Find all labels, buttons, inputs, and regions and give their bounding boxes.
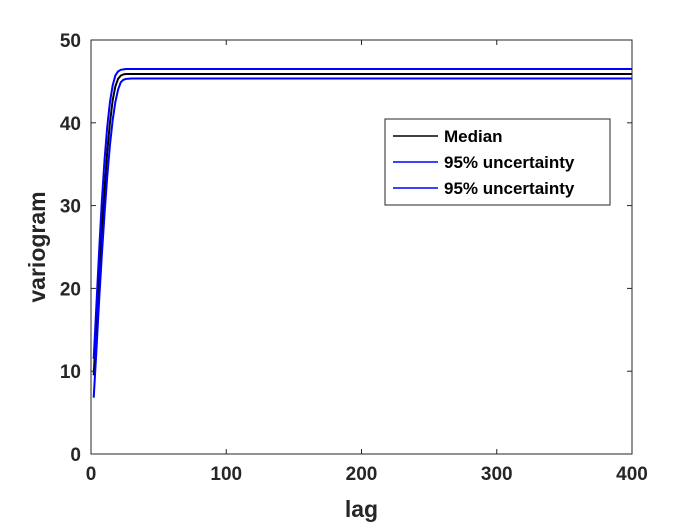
y-tick-label: 20 xyxy=(60,279,81,300)
series-layer xyxy=(92,67,632,398)
series-line-2 xyxy=(92,67,632,359)
x-tick-label: 0 xyxy=(86,464,97,485)
y-tick-label: 30 xyxy=(60,197,81,218)
x-tick-label: 300 xyxy=(481,464,513,485)
legend: Median 95% uncertainty 95% uncertainty xyxy=(384,118,611,206)
y-tick-label: 10 xyxy=(60,362,81,383)
legend-label: Median xyxy=(444,127,503,146)
plot-area xyxy=(91,40,632,454)
x-tick-label: 400 xyxy=(616,464,648,485)
y-tick-label: 0 xyxy=(70,445,81,466)
legend-label: 95% uncertainty xyxy=(444,179,575,198)
legend-label: 95% uncertainty xyxy=(444,153,575,172)
series-line-1 xyxy=(92,72,632,376)
y-tick-label: 50 xyxy=(60,31,81,52)
x-tick-label: 200 xyxy=(346,464,378,485)
x-tick-label: 100 xyxy=(210,464,242,485)
x-axis-label: lag xyxy=(345,496,378,522)
tick-layer: 0 100 200 300 400 0 10 20 30 40 50 xyxy=(60,31,648,485)
y-axis-label: variogram xyxy=(24,191,50,302)
series-line-3 xyxy=(92,77,632,398)
y-tick-label: 40 xyxy=(60,114,81,135)
